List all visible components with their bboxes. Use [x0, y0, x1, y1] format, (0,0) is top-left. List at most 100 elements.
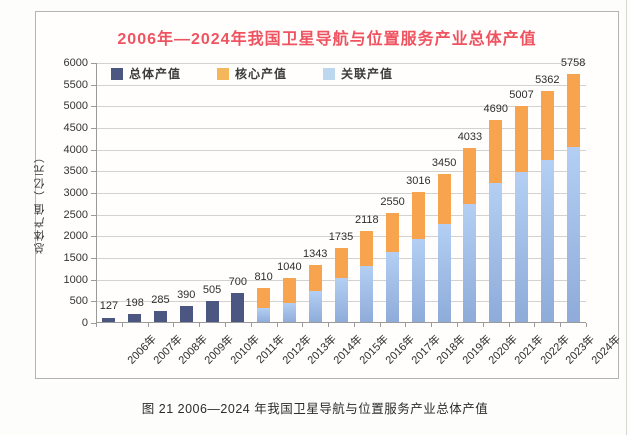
- y-tick-mark-3500: [91, 171, 96, 173]
- gridline-2500: [96, 214, 586, 216]
- gridline-4500: [96, 128, 586, 129]
- bar-associated-2019年: [437, 224, 451, 323]
- legend-item-total: 总体产值: [111, 65, 181, 82]
- y-tick-label: 2500: [63, 208, 88, 221]
- y-tick-mark-1000: [91, 279, 96, 281]
- bar-core-2017年: [386, 212, 400, 252]
- bar-associated-2013年: [282, 302, 296, 323]
- bar-value-label: 505: [202, 284, 222, 297]
- gridline-4000: [96, 149, 586, 151]
- bar-value-label: 5362: [535, 73, 560, 86]
- gridline-5500: [96, 84, 586, 86]
- y-tick-label: 6000: [63, 57, 88, 69]
- y-tick-mark-0: [91, 323, 96, 324]
- y-tick-mark-3000: [91, 193, 96, 194]
- x-tick-mark: [96, 323, 97, 327]
- scan-page-edge: [626, 0, 627, 435]
- bar-associated-2021年: [489, 182, 503, 323]
- bar-value-label: 1040: [277, 260, 302, 273]
- x-tick-mark: [353, 323, 355, 327]
- legend-label-associated: 关联产值: [341, 67, 394, 81]
- x-tick-mark: [250, 323, 252, 327]
- x-tick-mark: [302, 323, 304, 327]
- y-tick-mark-500: [91, 301, 96, 303]
- y-tick-label: 1000: [63, 273, 88, 286]
- x-tick-mark: [379, 323, 381, 327]
- figure-caption: 图 21 2006—2024 年我国卫星导航与位置服务产业总体产值: [141, 402, 489, 416]
- bar-core-2019年: [437, 173, 451, 225]
- chart-legend: 总体产值 核心产值 关联产值: [111, 65, 393, 82]
- y-tick-label: 5500: [63, 78, 88, 91]
- bar-value-label: 3016: [406, 175, 431, 188]
- x-axis-label: 2024年: [589, 333, 624, 367]
- bar-total-2011年: [231, 292, 245, 323]
- y-tick-label: 5000: [63, 100, 88, 113]
- y-tick-mark-2000: [91, 236, 96, 238]
- bar-core-2013年: [282, 277, 296, 303]
- bar-associated-2017年: [386, 251, 400, 323]
- gridline-3500: [96, 171, 586, 173]
- bar-value-label: 1343: [302, 247, 328, 260]
- x-tick-mark: [199, 323, 201, 327]
- bar-associated-2018年: [411, 238, 425, 323]
- gridline-2000: [96, 236, 586, 238]
- y-tick-mark-6000: [91, 63, 96, 64]
- legend-swatch-total: [111, 67, 123, 80]
- bar-value-label: 390: [177, 289, 196, 302]
- x-tick-mark: [276, 323, 278, 327]
- bar-value-label: 198: [125, 297, 144, 310]
- bar-value-label: 285: [151, 293, 170, 306]
- y-tick-label: 2000: [63, 230, 88, 243]
- legend-label-core: 核心产值: [235, 67, 288, 81]
- x-axis-label: 2006年: [125, 333, 159, 367]
- bar-value-label: 5007: [509, 89, 534, 102]
- x-tick-mark: [173, 323, 175, 327]
- bar-associated-2024年: [566, 147, 580, 323]
- y-tick-mark-4500: [91, 128, 96, 129]
- bar-value-label: 3450: [431, 156, 457, 169]
- bar-core-2015年: [334, 247, 348, 278]
- y-tick-mark-5000: [91, 106, 96, 108]
- bar-value-label: 4033: [457, 131, 483, 144]
- bar-associated-2012年: [257, 307, 271, 323]
- x-tick-mark: [534, 323, 536, 327]
- legend-item-core: 核心产值: [217, 65, 287, 82]
- bar-total-2010年: [205, 301, 219, 323]
- bar-value-label: 700: [228, 275, 247, 288]
- x-tick-mark: [121, 323, 123, 327]
- bar-core-2014年: [308, 264, 322, 292]
- bar-core-2021年: [489, 119, 503, 183]
- x-tick-mark: [328, 323, 330, 327]
- legend-swatch-core: [217, 67, 230, 80]
- x-tick-mark: [457, 323, 459, 327]
- chart-panel: 2006年—2024年我国卫星导航与位置服务产业总体产值 总体产值（亿元） 总体…: [34, 11, 623, 379]
- bar-core-2020年: [463, 148, 477, 205]
- y-tick-label: 4000: [63, 143, 88, 156]
- bar-value-label: 1735: [328, 230, 354, 243]
- x-tick-mark: [224, 323, 226, 327]
- x-tick-mark: [482, 323, 484, 327]
- gridline-5000: [96, 106, 586, 108]
- bar-associated-2022年: [515, 172, 529, 323]
- y-axis-line: [96, 63, 97, 323]
- bar-value-label: 2550: [380, 195, 405, 208]
- bar-associated-2016年: [360, 266, 374, 323]
- x-tick-mark: [405, 323, 407, 327]
- legend-swatch-associated: [323, 67, 336, 80]
- bar-associated-2015年: [334, 277, 348, 323]
- y-tick-label: 1500: [63, 252, 88, 264]
- bar-core-2024年: [566, 73, 580, 148]
- bar-core-2022年: [515, 106, 529, 173]
- x-tick-mark: [560, 323, 562, 327]
- y-tick-label: 3500: [63, 165, 88, 178]
- x-tick-mark: [431, 323, 433, 327]
- y-tick-mark-4000: [91, 149, 96, 151]
- gridline-6000: [96, 63, 586, 64]
- bar-total-2008年: [153, 310, 167, 323]
- y-tick-mark-2500: [91, 214, 96, 216]
- y-tick-label: 0: [81, 317, 88, 329]
- x-tick-mark: [508, 323, 510, 327]
- y-tick-mark-5500: [91, 84, 96, 86]
- bar-core-2012年: [257, 287, 271, 308]
- chart-title: 2006年—2024年我国卫星导航与位置服务产业总体产值: [117, 31, 537, 48]
